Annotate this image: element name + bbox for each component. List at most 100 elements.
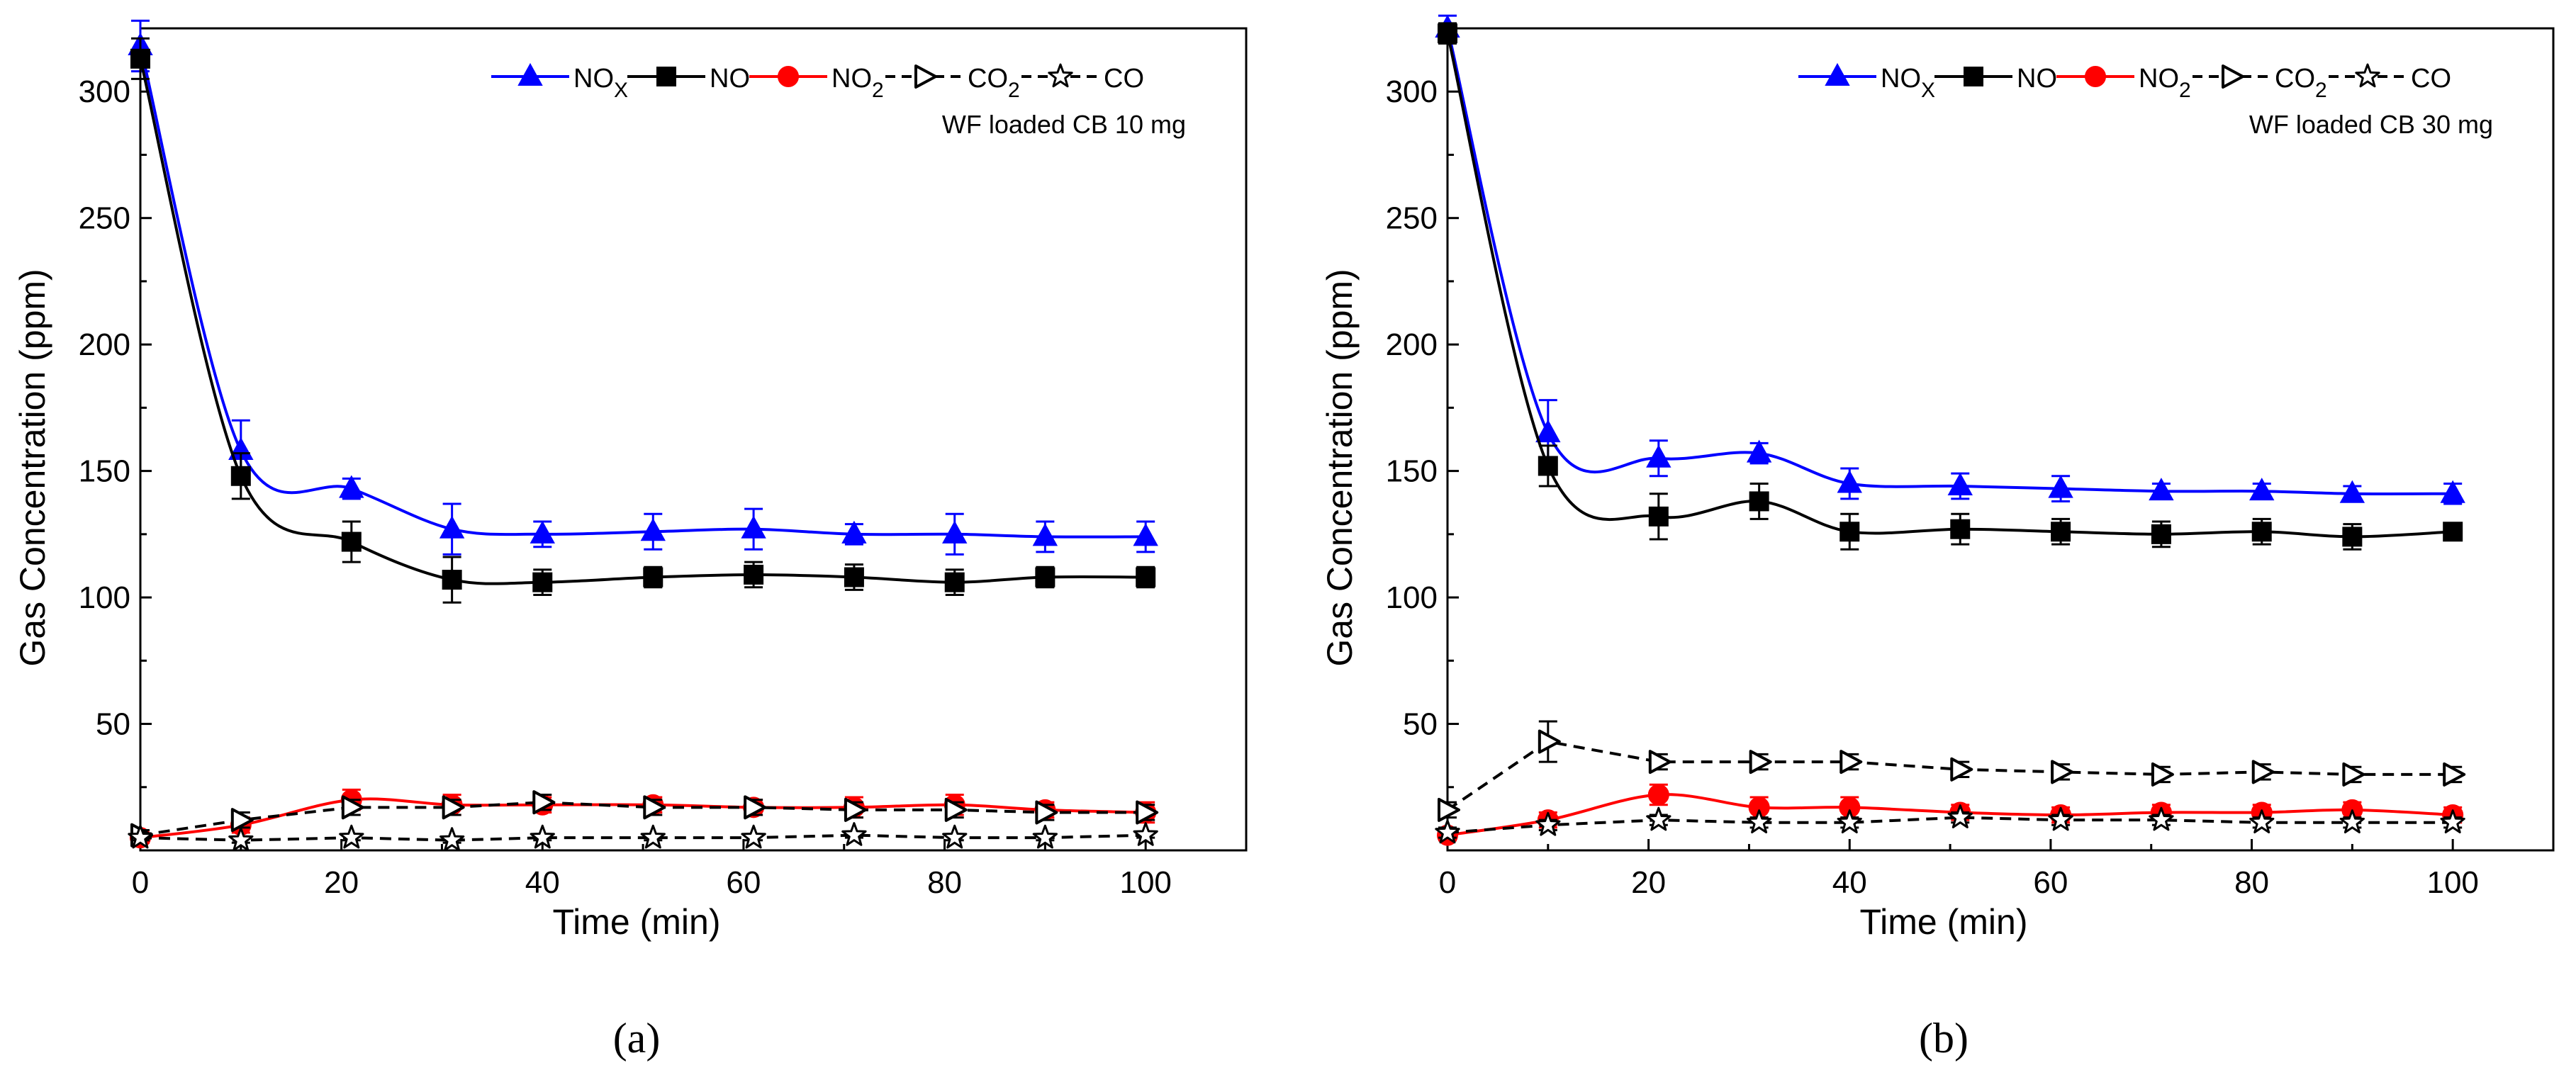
data-point-co bbox=[228, 827, 254, 851]
x-tick-label: 40 bbox=[1832, 865, 1867, 900]
data-point-nox bbox=[1535, 420, 1561, 443]
annotation-text: WF loaded CB 30 mg bbox=[2249, 110, 2493, 139]
data-point-co bbox=[741, 824, 766, 849]
legend-label-no2: NO2 bbox=[2139, 64, 2191, 102]
data-point-co2 bbox=[1749, 750, 1772, 775]
x-tick-label: 60 bbox=[726, 865, 761, 900]
legend-label-subscript: 2 bbox=[872, 79, 884, 102]
legend-marker-co bbox=[1048, 63, 1073, 88]
annotation-text: WF loaded CB 10 mg bbox=[942, 110, 1186, 139]
data-point-nox bbox=[640, 518, 666, 541]
series-co bbox=[128, 822, 1158, 851]
legend-label-co2: CO2 bbox=[968, 64, 1020, 102]
y-tick-label: 250 bbox=[79, 201, 130, 236]
data-point-nox bbox=[339, 475, 364, 498]
legend-label-no: NO bbox=[710, 64, 750, 94]
legend-label-main: CO bbox=[2275, 64, 2315, 94]
legend-item-co2: CO2 bbox=[2193, 64, 2327, 102]
data-point-no bbox=[2342, 527, 2363, 547]
data-point-no bbox=[1648, 506, 1669, 527]
series-co2 bbox=[1438, 720, 2466, 822]
data-point-nox bbox=[741, 515, 766, 539]
data-point-no bbox=[341, 531, 362, 552]
data-point-co bbox=[942, 824, 968, 849]
y-tick-label: 300 bbox=[1386, 74, 1438, 109]
data-point-no bbox=[944, 572, 965, 592]
data-point-co bbox=[1646, 806, 1671, 831]
legend-marker-nox bbox=[517, 62, 543, 86]
data-point-nox bbox=[1746, 439, 1772, 463]
data-point-no bbox=[2443, 522, 2463, 542]
data-point-nox bbox=[2440, 480, 2465, 503]
data-point-nox bbox=[1646, 444, 1671, 468]
data-point-co bbox=[2249, 809, 2275, 833]
legend-label-main: CO bbox=[968, 64, 1008, 94]
data-point-co2 bbox=[2051, 760, 2074, 784]
panel-label: (a) bbox=[613, 1015, 661, 1062]
x-axis-title: Time (min) bbox=[552, 902, 720, 942]
data-point-co2 bbox=[1438, 797, 1460, 822]
legend-label-co: CO bbox=[2411, 64, 2451, 94]
y-tick-label: 50 bbox=[1403, 707, 1438, 742]
data-point-nox bbox=[2249, 478, 2275, 501]
x-tick-label: 40 bbox=[525, 865, 560, 900]
data-point-co bbox=[2339, 809, 2365, 833]
legend-marker-no bbox=[656, 67, 676, 86]
legend-item-co: CO bbox=[2329, 63, 2451, 94]
legend-marker-no2 bbox=[778, 66, 799, 87]
data-point-co2 bbox=[1035, 800, 1058, 825]
data-point-co2 bbox=[2443, 762, 2466, 787]
series-line-co2 bbox=[140, 801, 1146, 837]
legend-label-subscript: 2 bbox=[2315, 79, 2327, 102]
y-tick-label: 100 bbox=[79, 580, 130, 615]
data-point-no bbox=[1438, 23, 1457, 44]
legend-label-no: NO bbox=[2017, 64, 2057, 94]
x-tick-label: 0 bbox=[132, 865, 149, 900]
y-axis-title: Gas Concentration (ppm) bbox=[13, 269, 52, 666]
data-point-no bbox=[1136, 567, 1156, 587]
data-point-co2 bbox=[1839, 750, 1863, 775]
data-point-co2 bbox=[2251, 760, 2275, 784]
data-point-no bbox=[1035, 567, 1055, 587]
data-point-co bbox=[1837, 809, 1862, 833]
legend-marker-no2 bbox=[2085, 66, 2106, 87]
legend-marker-co2 bbox=[914, 64, 937, 89]
x-tick-label: 100 bbox=[2426, 865, 2478, 900]
data-point-no bbox=[2051, 522, 2071, 542]
series-line-co bbox=[140, 833, 1146, 842]
y-tick-label: 150 bbox=[1386, 454, 1438, 489]
data-point-nox bbox=[1133, 523, 1158, 546]
data-point-no bbox=[532, 572, 553, 592]
data-point-nox bbox=[1947, 472, 1973, 496]
legend-label-main: NO bbox=[831, 64, 872, 94]
legend-label-subscript: X bbox=[1921, 79, 1935, 102]
legend-marker-co bbox=[2355, 63, 2380, 88]
legend-marker-nox bbox=[1825, 62, 1850, 86]
data-point-co2 bbox=[341, 795, 364, 820]
legend-item-no2: NO2 bbox=[2056, 64, 2191, 102]
data-point-co2 bbox=[1136, 800, 1159, 825]
legend-label-co2: CO2 bbox=[2275, 64, 2327, 102]
legend-label-subscript: 2 bbox=[2179, 79, 2191, 102]
data-point-co2 bbox=[230, 808, 254, 833]
series-nox bbox=[1435, 14, 2465, 505]
data-point-co2 bbox=[1538, 729, 1561, 754]
series-line-no bbox=[1446, 33, 2453, 539]
y-tick-label: 150 bbox=[79, 454, 130, 489]
data-point-no bbox=[442, 570, 462, 590]
legend-item-nox: NOX bbox=[1798, 62, 1935, 102]
data-point-co2 bbox=[2342, 762, 2365, 787]
legend-item-no2: NO2 bbox=[749, 64, 884, 102]
data-point-co bbox=[1032, 824, 1058, 849]
data-point-nox bbox=[942, 520, 968, 544]
legend-label-main: NO bbox=[573, 64, 614, 94]
data-point-co bbox=[1947, 804, 1973, 828]
data-point-no bbox=[1749, 491, 1769, 512]
x-tick-label: 80 bbox=[2234, 865, 2269, 900]
data-point-nox bbox=[2339, 480, 2365, 503]
data-point-no bbox=[2151, 524, 2171, 544]
data-point-co2 bbox=[1950, 757, 1973, 782]
legend-label-main: NO bbox=[2017, 64, 2057, 94]
series-nox bbox=[128, 19, 1158, 556]
